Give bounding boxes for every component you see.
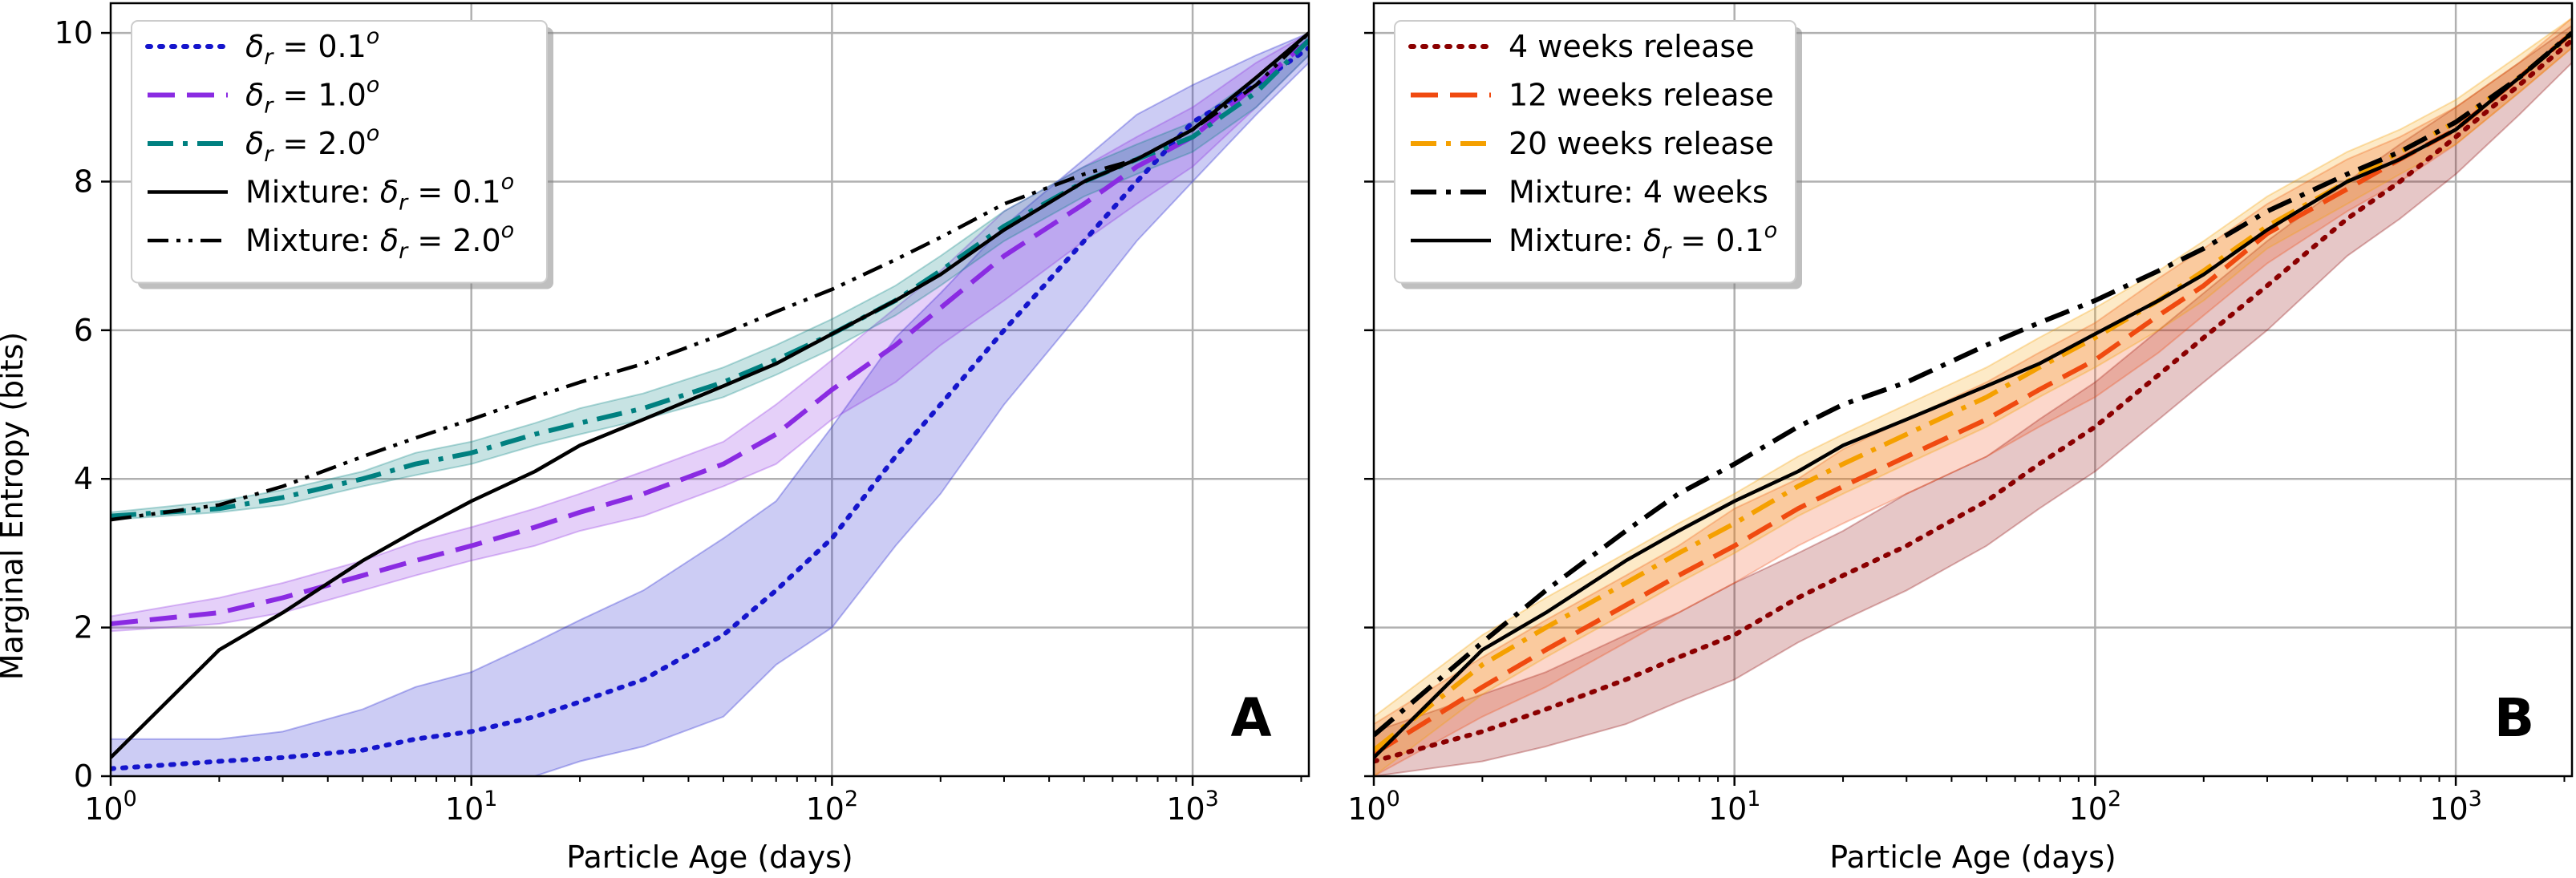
x-axis-label-b: Particle Age (days) (1829, 840, 2116, 875)
y-tick-label: 6 (74, 313, 93, 348)
plot-area-a (111, 31, 1309, 776)
series-line (111, 38, 1309, 519)
plot-area-b (1374, 17, 2572, 776)
legend-entry: 20 weeks release (1509, 126, 1774, 161)
x-tick-label: 100 (1347, 787, 1400, 827)
y-axis-a: 0 2 4 6 8 10 (55, 15, 111, 794)
y-tick-label: 8 (74, 164, 93, 199)
axes-frame-b (1372, 2, 2574, 778)
panel-a: 100 101 102 103 Particle Age (days) 0 2 4 6 8 10 Aδ… (55, 2, 1310, 875)
panel-label-b: B (2494, 687, 2534, 749)
panel-label-a: A (1230, 687, 1271, 749)
legend-entry: δr = 1.0o (245, 73, 379, 119)
legend-b: 4 weeks release 12 weeks release 20 weeks … (1394, 20, 1802, 289)
x-tick-label: 102 (806, 787, 859, 827)
y-axis-label: Marginal Entropy (bits) (0, 332, 30, 680)
legend-entry: δr = 0.1o (245, 24, 379, 70)
x-tick-label: 100 (84, 787, 137, 827)
legend-entry: 4 weeks release (1509, 29, 1755, 64)
legend-box (1394, 20, 1796, 284)
legend-entry: δr = 2.0o (245, 121, 379, 167)
x-axis-a: 100 101 102 103 (84, 776, 1302, 827)
legend-entry: Mixture: 4 weeks (1509, 175, 1768, 210)
confidence-band (111, 31, 1309, 521)
confidence-band (1374, 24, 2572, 776)
legend-box (131, 20, 548, 284)
y-axis-b (1364, 31, 1374, 778)
y-tick-label: 10 (55, 15, 93, 51)
legend-entry: Mixture: δr = 0.1o (1509, 218, 1777, 264)
series-line (111, 31, 1309, 759)
x-tick-label: 101 (1708, 787, 1761, 827)
legend-entry: 12 weeks release (1509, 78, 1774, 113)
x-axis-label-a: Particle Age (days) (566, 840, 853, 875)
y-tick-label: 2 (74, 610, 93, 645)
axes-frame-a (109, 2, 1310, 778)
panel-b: 100 101 102 103 Particle Age (days) B 4 weeks … (1347, 2, 2574, 875)
series-line (1374, 30, 2572, 756)
series-line (111, 31, 1309, 522)
x-tick-label: 102 (2069, 787, 2122, 827)
confidence-band (111, 31, 1309, 633)
series-line (1374, 30, 2572, 752)
series-line (1374, 31, 2572, 759)
x-tick-label: 103 (1166, 787, 1219, 827)
series-line (1374, 30, 2572, 738)
series-line (1374, 38, 2572, 764)
x-axis-b: 100 101 102 103 (1347, 776, 2566, 827)
legend-entry: Mixture: δr = 2.0o (245, 218, 514, 264)
y-tick-label: 0 (74, 759, 93, 794)
x-tick-label: 101 (445, 787, 498, 827)
x-tick-label: 103 (2429, 787, 2482, 827)
y-tick-label: 4 (74, 461, 93, 496)
confidence-band (111, 32, 1309, 776)
legend-entry: Mixture: δr = 0.1o (245, 170, 514, 216)
